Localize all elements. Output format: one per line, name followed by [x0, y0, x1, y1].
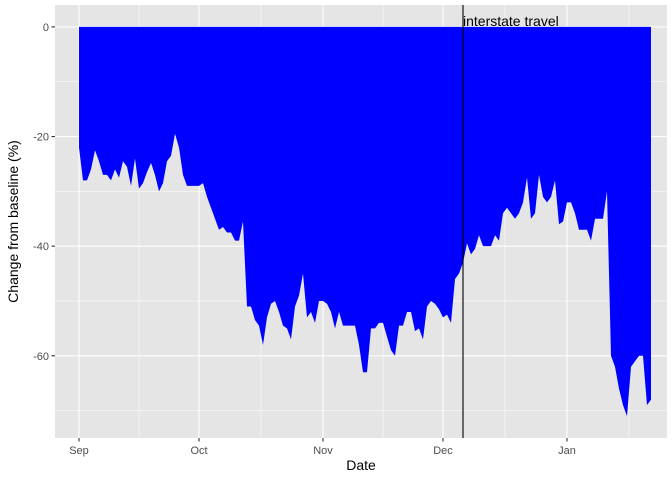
- y-tick-label: -60: [33, 351, 49, 363]
- x-tick-label: Jan: [558, 445, 576, 457]
- x-axis: Sep Oct Nov Dec Jan: [69, 438, 576, 457]
- x-tick-label: Oct: [190, 445, 207, 457]
- x-tick-label: Nov: [313, 445, 333, 457]
- y-tick-label: -20: [33, 132, 49, 144]
- y-tick-label: -40: [33, 241, 49, 253]
- x-tick-label: Dec: [433, 445, 453, 457]
- y-axis-title: Change from baseline (%): [5, 140, 21, 303]
- annotation-label: interstate travel: [463, 13, 559, 29]
- series-area: [79, 26, 651, 417]
- x-tick-label: Sep: [69, 445, 89, 457]
- y-axis: 0 -20 -40 -60: [33, 22, 55, 363]
- y-tick-label: 0: [43, 22, 49, 34]
- x-axis-title: Date: [346, 457, 376, 473]
